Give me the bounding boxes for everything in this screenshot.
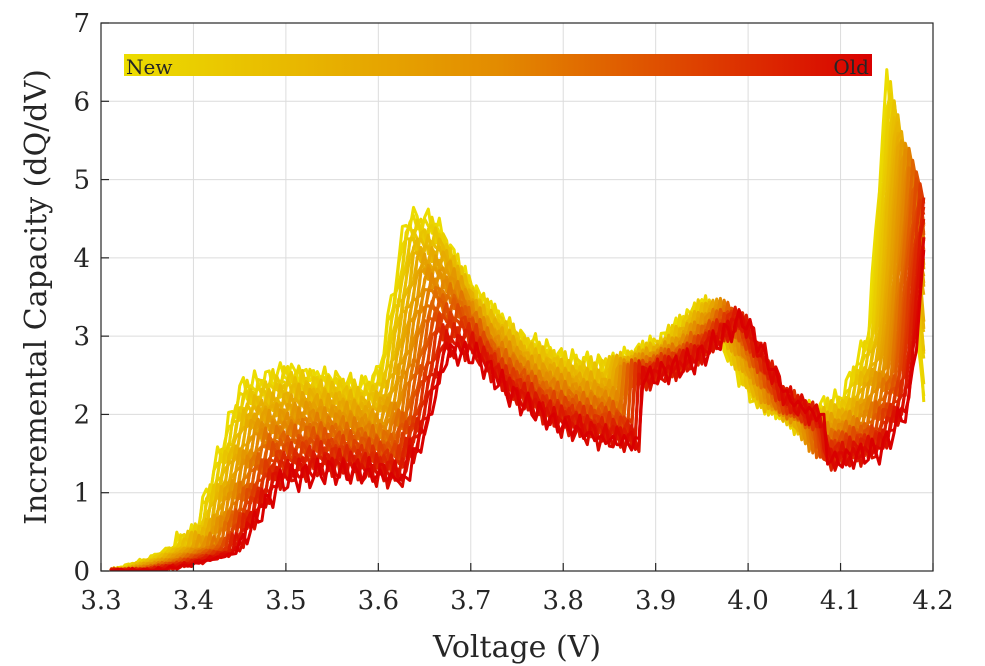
plot-frame xyxy=(100,22,934,572)
x-tick-label: 3.3 xyxy=(80,586,121,616)
colorbar-label-start: New xyxy=(126,55,172,79)
x-tick-label: 4.0 xyxy=(727,586,768,616)
series-line xyxy=(110,249,926,571)
x-tick-label: 4.1 xyxy=(820,586,861,616)
x-tick-label: 4.2 xyxy=(912,586,953,616)
y-axis-ticks: 0 1 2 3 4 5 6 7 xyxy=(73,9,109,587)
x-tick-label: 3.7 xyxy=(450,586,491,616)
y-tick-label: 0 xyxy=(73,557,90,587)
y-tick-label: 7 xyxy=(73,9,90,39)
x-axis-label: Voltage (V) xyxy=(432,630,601,665)
x-tick-label: 3.6 xyxy=(358,586,399,616)
colorbar xyxy=(124,54,872,76)
y-tick-label: 1 xyxy=(73,479,90,509)
y-axis-label: Incremental Capacity (dQ/dV) xyxy=(19,69,54,525)
y-tick-label: 4 xyxy=(73,244,90,274)
x-tick-label: 3.8 xyxy=(543,586,584,616)
y-tick-label: 5 xyxy=(73,166,90,196)
x-tick-label: 3.5 xyxy=(265,586,306,616)
series-group xyxy=(109,68,926,571)
x-axis-ticks: 3.3 3.4 3.5 3.6 3.7 3.8 3.9 4.0 4.1 4.2 xyxy=(80,563,954,616)
colorbar-label-end: Old xyxy=(833,55,869,79)
y-tick-label: 6 xyxy=(73,87,90,117)
x-tick-label: 3.9 xyxy=(635,586,676,616)
y-tick-label: 3 xyxy=(73,322,90,352)
y-tick-label: 2 xyxy=(73,400,90,430)
x-tick-label: 3.4 xyxy=(173,586,214,616)
